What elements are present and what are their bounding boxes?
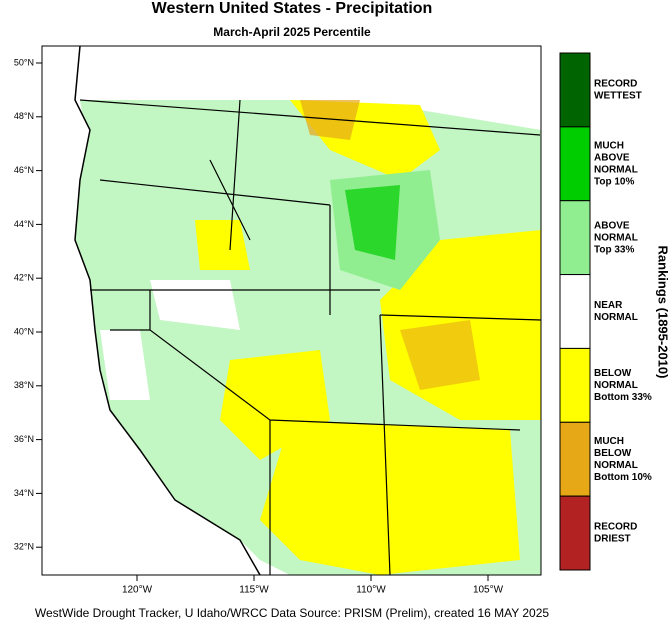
lat-label: 50°N xyxy=(14,57,34,67)
legend-label: WETTEST xyxy=(594,91,642,102)
legend-label: NORMAL xyxy=(594,164,638,175)
lat-label: 40°N xyxy=(14,326,34,336)
legend-label: NORMAL xyxy=(594,312,638,323)
lat-label: 36°N xyxy=(14,434,34,444)
legend-label: Bottom 10% xyxy=(594,472,652,483)
legend-label: ABOVE xyxy=(594,220,630,231)
lon-label: 120°W xyxy=(122,585,153,596)
map-frame xyxy=(41,45,542,576)
lat-label: 48°N xyxy=(14,111,34,121)
legend-label: DRIEST xyxy=(594,534,631,545)
subtitle: March-April 2025 Percentile xyxy=(213,25,371,39)
legend-label: RECORD xyxy=(594,522,637,533)
legend-swatch xyxy=(559,347,591,423)
lon-label: 110°W xyxy=(356,585,386,596)
legend-label: MUCH xyxy=(594,140,624,151)
legend-label: MUCH xyxy=(594,436,624,447)
legend-label: BELOW xyxy=(594,368,632,379)
legend-swatch xyxy=(559,274,591,349)
legend-label: NORMAL xyxy=(594,460,638,471)
lat-label: 44°N xyxy=(14,219,34,229)
lat-label: 38°N xyxy=(14,380,34,390)
legend-label: NORMAL xyxy=(594,380,638,391)
lat-label: 42°N xyxy=(14,273,34,283)
map xyxy=(41,45,542,576)
title: Western United States - Precipitation xyxy=(152,0,433,17)
legend-label: Bottom 33% xyxy=(594,392,652,403)
legend-label: NORMAL xyxy=(594,232,638,243)
legend-title: Rankings (1895-2010) xyxy=(656,246,671,379)
lat-label: 34°N xyxy=(14,488,34,498)
lon-label: 115°W xyxy=(239,585,269,596)
legend-swatch xyxy=(559,421,591,497)
lon-label: 105°W xyxy=(473,585,504,596)
legend-label: NEAR xyxy=(594,300,623,311)
legend-label: ABOVE xyxy=(594,152,630,163)
footer: WestWide Drought Tracker, U Idaho/WRCC D… xyxy=(35,606,550,620)
legend-label: RECORD xyxy=(594,79,637,90)
legend-swatch xyxy=(559,200,591,276)
legend-swatch xyxy=(559,126,591,202)
legend-swatch xyxy=(559,495,591,571)
legend-label: Top 10% xyxy=(594,176,634,187)
legend-label: BELOW xyxy=(594,448,632,459)
legend-label: Top 33% xyxy=(594,244,634,255)
lat-label: 46°N xyxy=(14,165,34,175)
lat-label: 32°N xyxy=(14,542,34,552)
legend-swatch xyxy=(559,52,591,128)
